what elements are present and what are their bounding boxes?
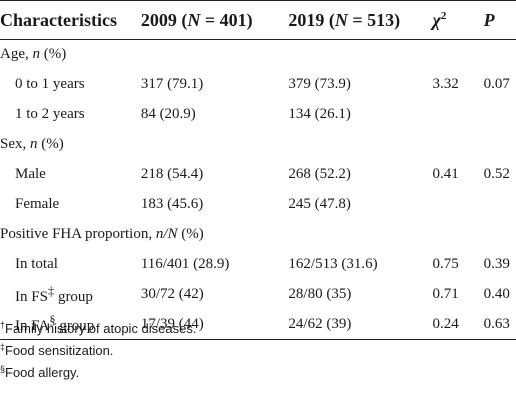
table-row: Female 183 (45.6) 245 (47.8) (0, 190, 516, 220)
header-2009: 2009 (N = 401) (131, 0, 283, 40)
section-age-unit-rest: (%) (40, 46, 67, 63)
section-row-sex: Sex, n (%) (0, 130, 516, 160)
row-label-text: In FS (15, 288, 48, 305)
cell-chi-square: 3.32 (432, 76, 459, 92)
section-row-age: Age, n (%) (0, 40, 516, 70)
cell-chi-square: 0.24 (428, 309, 476, 340)
footnote-text: Family history of atopic diseases. (5, 321, 197, 336)
header-chi-square: χ2 (428, 0, 476, 40)
row-label-text: In FA (15, 318, 50, 335)
cell-2019: 245 (47.8) (288, 196, 351, 212)
cell-2009: 183 (45.6) (140, 196, 204, 212)
cell-2009: 116/401 (28.9) (140, 256, 230, 272)
cell-p (476, 190, 516, 220)
section-sex-unit-rest: (%) (37, 136, 64, 152)
footnote-mark: ‡ (47, 283, 55, 298)
footnote-text: Food allergy. (5, 365, 80, 380)
table-row: Male 218 (54.4) 268 (52.2) 0.41 0.52 (0, 160, 516, 190)
cell-chi-square: 0.41 (432, 166, 459, 182)
header-p: P (475, 0, 516, 40)
row-label: Female (15, 196, 60, 212)
row-label: 0 to 1 years (15, 76, 85, 92)
cell-2019: 134 (26.1) (288, 106, 351, 122)
row-label: Male (15, 166, 46, 182)
section-fha-unit: n/N (155, 226, 178, 242)
cell-p (476, 100, 516, 130)
header-2019: 2019 (N = 513) (282, 0, 429, 40)
row-label: In FS‡ group (0, 280, 132, 310)
cell-2019: 162/513 (31.6) (288, 256, 378, 272)
cell-p: 0.39 (483, 256, 510, 272)
header-2019-n: N (334, 9, 348, 30)
footnote: §Food allergy. (0, 362, 196, 384)
table-row: In FA§ group 17/39 (44) 24/62 (39) 0.24 … (0, 309, 516, 340)
cell-2019: 24/62 (39) (282, 309, 429, 340)
section-sex-text: Sex, (0, 136, 30, 152)
cell-chi-square (428, 100, 475, 130)
cell-2019: 268 (52.2) (288, 166, 351, 182)
footnote: †Family history of atopic diseases. (0, 318, 196, 340)
table-row: In total 116/401 (28.9) 162/513 (31.6) 0… (0, 250, 516, 280)
header-p-label: P (483, 9, 495, 30)
footnote-mark: † (0, 320, 6, 330)
table-row: In FS‡ group 30/72 (42) 28/80 (35) 0.71 … (0, 280, 516, 310)
header-characteristics: Characteristics (0, 0, 132, 40)
footnote: ‡Food sensitization. (0, 340, 196, 362)
cell-p: 0.63 (475, 309, 516, 340)
footnote-text: Food sensitization. (5, 343, 114, 358)
header-2009-n: N (187, 9, 201, 30)
cell-p: 0.40 (483, 286, 510, 302)
footnote-mark: § (49, 313, 56, 328)
section-label-sex: Sex, n (%) (0, 130, 516, 160)
section-label-fha: Positive FHA proportion, n/N (%) (0, 220, 516, 250)
cell-2009: 17/39 (44) (131, 309, 283, 340)
header-2009-prefix: 2009 ( (140, 9, 188, 30)
header-2009-suffix: = 401) (200, 9, 253, 30)
row-label: 1 to 2 years (15, 106, 85, 122)
header-chi-superscript: 2 (440, 9, 447, 22)
cell-chi-square: 0.71 (432, 286, 459, 302)
cell-chi-square (428, 190, 475, 220)
characteristics-table: Characteristics 2009 (N = 401) 2019 (N =… (0, 0, 516, 340)
cell-2009: 30/72 (42) (140, 286, 204, 302)
cell-2009: 218 (54.4) (140, 166, 204, 182)
row-label-rest: group (55, 318, 95, 335)
section-fha-unit-rest: (%) (177, 226, 204, 242)
data-table-container: Characteristics 2009 (N = 401) 2019 (N =… (0, 0, 516, 340)
cell-2019: 28/80 (35) (288, 286, 352, 302)
cell-p: 0.52 (483, 166, 510, 182)
cell-p: 0.07 (483, 76, 510, 92)
table-row: 0 to 1 years 317 (79.1) 379 (73.9) 3.32 … (0, 70, 516, 100)
row-label: In FA§ group (0, 309, 132, 340)
footnotes: †Family history of atopic diseases. ‡Foo… (0, 318, 196, 384)
row-label: In total (15, 256, 58, 272)
table-row: 1 to 2 years 84 (20.9) 134 (26.1) (0, 100, 516, 130)
header-characteristics-label: Characteristics (0, 9, 117, 30)
section-label-age: Age, n (%) (0, 40, 516, 70)
section-age-unit: n (32, 46, 41, 63)
section-fha-text: Positive FHA proportion, (0, 226, 156, 242)
section-sex-unit: n (30, 136, 38, 152)
header-chi-symbol: χ (432, 9, 441, 30)
table-header-row: Characteristics 2009 (N = 401) 2019 (N =… (0, 0, 516, 40)
footnote-mark: § (0, 364, 6, 374)
cell-2009: 84 (20.9) (140, 106, 196, 122)
cell-chi-square: 0.75 (432, 256, 459, 272)
section-row-fha: Positive FHA proportion, n/N (%) (0, 220, 516, 250)
section-age-text: Age, (0, 46, 33, 63)
header-2019-prefix: 2019 ( (288, 9, 335, 30)
cell-2019: 379 (73.9) (288, 76, 351, 92)
row-label-rest: group (54, 288, 93, 305)
cell-2009: 317 (79.1) (140, 76, 204, 92)
footnote-mark: ‡ (0, 342, 6, 352)
header-2019-suffix: = 513) (347, 9, 401, 30)
